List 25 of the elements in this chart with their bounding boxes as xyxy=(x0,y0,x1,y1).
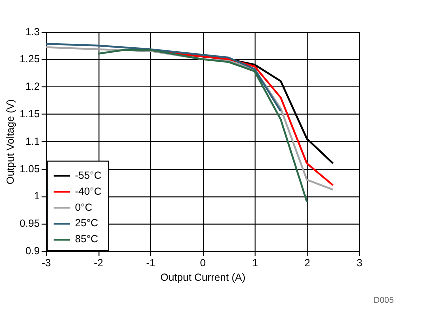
y-tick-label: 1 xyxy=(34,192,40,203)
y-tick-label: 1.15 xyxy=(20,110,40,121)
x-tick-label: 0 xyxy=(200,258,206,270)
x-tick-label: 2 xyxy=(304,258,311,270)
y-tick-label: 1.1 xyxy=(26,136,40,148)
y-tick-label: 1.05 xyxy=(20,164,40,176)
y-tick-label: 0.9 xyxy=(26,246,40,258)
legend-label: 85°C xyxy=(75,234,99,246)
text: D005 xyxy=(374,294,394,305)
y-tick-label: 1.2 xyxy=(26,82,40,94)
legend-label: -55°C xyxy=(75,170,102,182)
legend-label: 0°C xyxy=(75,202,94,214)
x-tick-label: -1 xyxy=(146,258,156,270)
x-tick-label: 1 xyxy=(252,258,258,270)
y-tick-label: 1.3 xyxy=(26,27,40,38)
x-axis-title: Output Current (A) xyxy=(160,272,246,284)
y-axis-title: Output Voltage (V) xyxy=(6,100,18,185)
x-tick-label: -3 xyxy=(42,258,52,270)
legend-label: -40°C xyxy=(75,186,102,198)
line-series xyxy=(46,43,282,112)
y-tick-label: 1.25 xyxy=(20,54,40,66)
x-tick-label: 3 xyxy=(356,258,363,270)
legend-label: 25°C xyxy=(75,218,99,230)
x-tick-label: -2 xyxy=(94,258,104,270)
y-tick-label: 0.95 xyxy=(20,219,40,230)
